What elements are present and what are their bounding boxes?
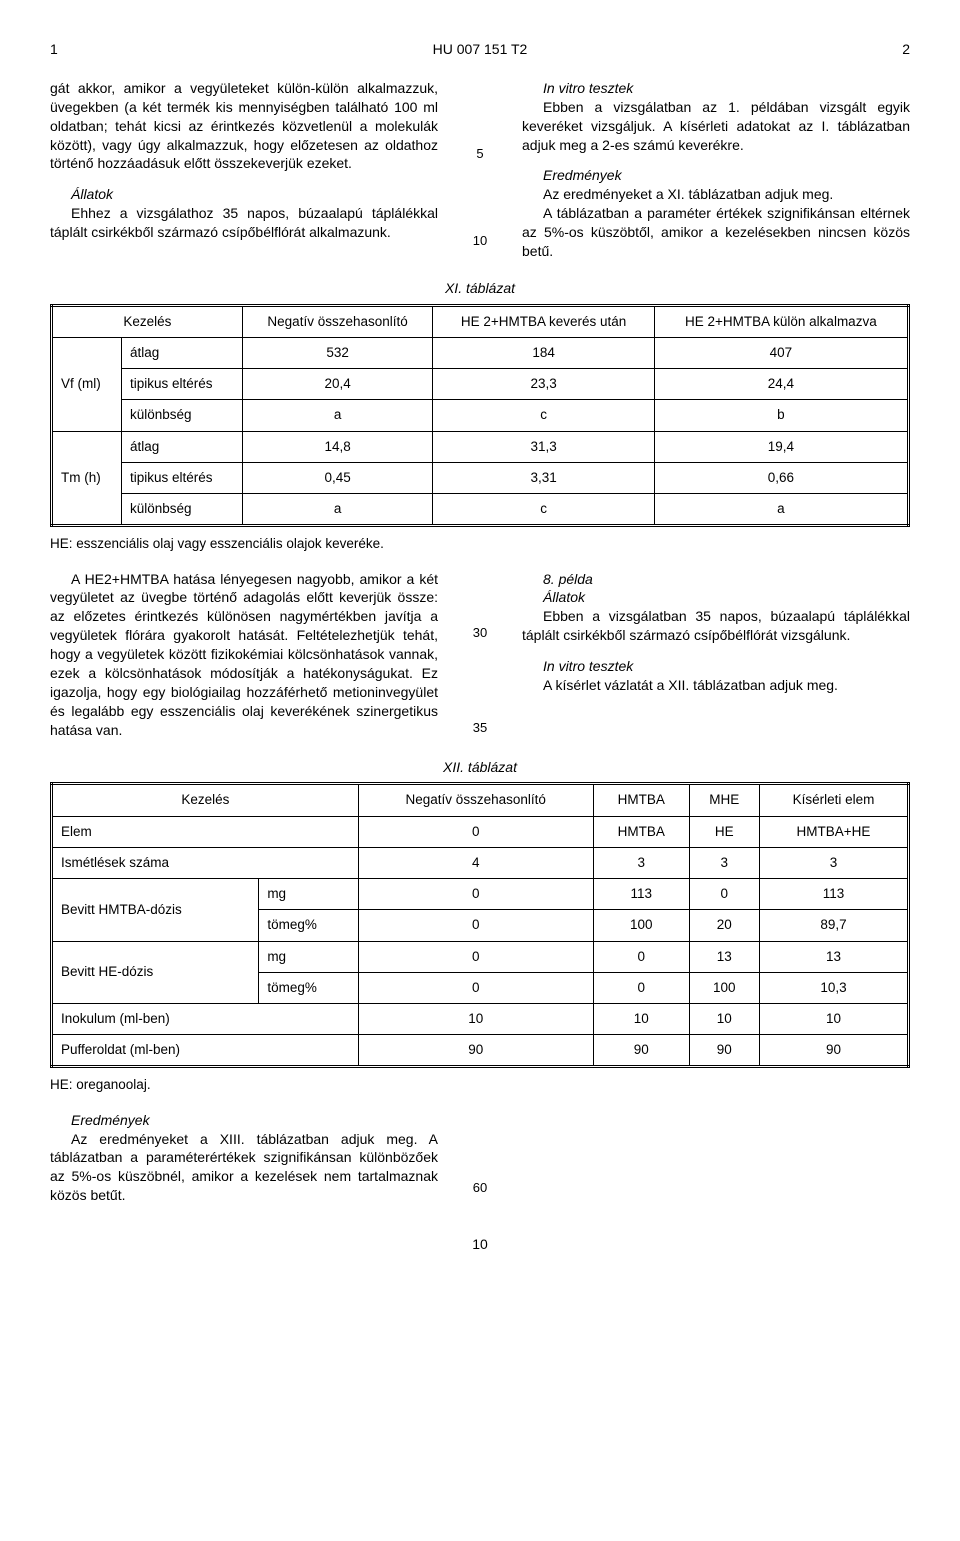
mid-columns: A HE2+HMTBA hatása lényegesen nagyobb, a… xyxy=(50,570,910,740)
para-2: Ehhez a vizsgálathoz 35 napos, búzaalapú… xyxy=(50,204,438,242)
header-center: HU 007 151 T2 xyxy=(433,40,528,59)
line-mark-10: 10 xyxy=(473,232,487,250)
para-r3: A táblázatban a paraméter értékek szigni… xyxy=(522,204,910,261)
row-tm: Tm (h) xyxy=(52,431,122,526)
top-columns: gát akkor, amikor a vegyületeket külön-k… xyxy=(50,79,910,261)
line-number-gutter: 5 10 xyxy=(468,79,492,261)
table-xi: Kezelés Negatív összehasonlító HE 2+HMTB… xyxy=(50,304,910,528)
page-number: 10 xyxy=(50,1235,910,1254)
heading-eredmenyek: Eredmények xyxy=(522,166,910,185)
para-r2: Az eredményeket a XI. táblázatban adjuk … xyxy=(522,185,910,204)
th-neg: Negatív összehasonlító xyxy=(242,305,433,337)
mid-right-p3: A kísérlet vázlatát a XII. táblázatban a… xyxy=(522,676,910,695)
column-left: gát akkor, amikor a vegyületeket külön-k… xyxy=(50,79,438,261)
line-gutter-3: 60 xyxy=(468,1111,492,1205)
line-mark-35: 35 xyxy=(473,719,487,737)
line-mark-30: 30 xyxy=(473,624,487,642)
note-xii: HE: oreganoolaj. xyxy=(50,1076,910,1094)
column-right: In vitro tesztek Ebben a vizsgálatban az… xyxy=(522,79,910,261)
table-xi-caption: XI. táblázat xyxy=(50,279,910,298)
para-1: gát akkor, amikor a vegyületeket külön-k… xyxy=(50,79,438,173)
heading-invitro: In vitro tesztek xyxy=(522,79,910,98)
line-mark-60: 60 xyxy=(473,1179,487,1197)
line-gutter-2: 30 35 xyxy=(468,570,492,740)
mid-right: 8. példa Állatok Ebben a vizsgálatban 35… xyxy=(522,570,910,740)
bottom-right-empty xyxy=(522,1111,910,1205)
table-xii: Kezelés Negatív összehasonlító HMTBA MHE… xyxy=(50,782,910,1068)
mid-left: A HE2+HMTBA hatása lényegesen nagyobb, a… xyxy=(50,570,438,740)
th-kezeles: Kezelés xyxy=(52,305,243,337)
th-kulon: HE 2+HMTBA külön alkalmazva xyxy=(654,305,908,337)
heading-8pelda: 8. példa xyxy=(522,570,910,589)
bottom-p1: Az eredményeket a XIII. táblázatban adju… xyxy=(50,1130,438,1206)
table-xii-caption: XII. táblázat xyxy=(50,758,910,777)
mid-right-p2: Ebben a vizsgálatban 35 napos, búzaalapú… xyxy=(522,607,910,645)
header-right: 2 xyxy=(902,40,910,59)
mid-left-p1: A HE2+HMTBA hatása lényegesen nagyobb, a… xyxy=(50,570,438,740)
page-header: 1 HU 007 151 T2 2 xyxy=(50,40,910,59)
line-mark-5: 5 xyxy=(476,145,483,163)
heading-eredmenyek2: Eredmények xyxy=(50,1111,438,1130)
row-vf: Vf (ml) xyxy=(52,338,122,432)
header-left: 1 xyxy=(50,40,58,59)
heading-allatok: Állatok xyxy=(50,185,438,204)
bottom-left: Eredmények Az eredményeket a XIII. táblá… xyxy=(50,1111,438,1205)
bottom-columns: Eredmények Az eredményeket a XIII. táblá… xyxy=(50,1111,910,1205)
note-xi: HE: esszenciális olaj vagy esszenciális … xyxy=(50,535,910,553)
heading-allatok2: Állatok xyxy=(522,588,910,607)
para-r1: Ebben a vizsgálatban az 1. példában vizs… xyxy=(522,98,910,155)
heading-invitro2: In vitro tesztek xyxy=(522,657,910,676)
th-kev: HE 2+HMTBA keverés után xyxy=(433,305,654,337)
